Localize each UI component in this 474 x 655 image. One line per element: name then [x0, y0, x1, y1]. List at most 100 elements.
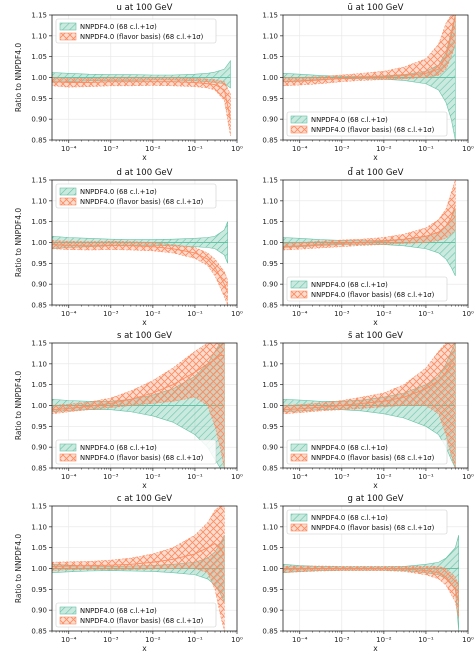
y-tick-label: 0.85 [262, 137, 278, 145]
y-tick-label: 1.00 [262, 565, 278, 573]
plot-area [52, 221, 229, 305]
y-tick-label: 0.90 [262, 281, 278, 289]
y-tick-label: 1.15 [262, 177, 278, 185]
plot-area [52, 343, 225, 468]
y-tick-label: 0.95 [262, 423, 278, 431]
x-tick-label: 10⁻² [145, 636, 161, 644]
x-axis-label: x [373, 318, 378, 327]
series-band-2 [283, 180, 456, 251]
y-tick-label: 0.95 [262, 260, 278, 268]
x-tick-label: 10⁻¹ [187, 473, 203, 481]
legend-label-1: NNPDF4.0 (68 c.l.+1σ) [80, 444, 157, 452]
series-center-2 [283, 204, 456, 248]
panel-6: 10⁻⁴ 10⁻³ 10⁻² 10⁻¹ 10⁰ 0.85 0.90 0.95 1.00 1.05 1… [262, 331, 474, 490]
y-tick-label: 1.05 [262, 544, 278, 552]
y-tick-label: 0.85 [31, 628, 47, 636]
y-tick-label: 1.15 [262, 340, 278, 348]
y-tick-label: 0.85 [31, 137, 47, 145]
series-center-2 [52, 244, 229, 293]
panel-3: 10⁻⁴ 10⁻³ 10⁻² 10⁻¹ 10⁰ 0.85 0.90 0.95 1.00 1.05 1… [14, 168, 243, 327]
y-tick-label: 0.90 [31, 607, 47, 615]
series-band-2 [283, 15, 456, 87]
legend-swatch-2 [59, 197, 77, 206]
series-band-2 [283, 565, 459, 619]
y-tick-label: 1.05 [31, 544, 47, 552]
legend-box [286, 439, 448, 465]
y-tick-label: 1.15 [262, 503, 278, 511]
legend-swatch-1 [290, 280, 308, 289]
legend: NNPDF4.0 (68 c.l.+1σ) NNPDF4.0 (flavor ba… [286, 111, 448, 137]
x-tick-label: 10⁰ [462, 145, 474, 153]
y-tick-label: 1.05 [31, 381, 47, 389]
y-tick-label: 0.95 [31, 260, 47, 268]
panel-title: c at 100 GeV [117, 494, 172, 504]
y-tick-label: 1.15 [31, 177, 47, 185]
legend-label-2: NNPDF4.0 (flavor basis) (68 c.l.+1σ) [80, 454, 204, 462]
y-tick-label: 0.90 [31, 281, 47, 289]
legend-label-1: NNPDF4.0 (68 c.l.+1σ) [311, 444, 388, 452]
series-band-2 [52, 240, 228, 305]
y-tick-label: 1.15 [262, 12, 278, 20]
y-tick-label: 1.00 [262, 74, 278, 82]
x-tick-label: 10⁻⁴ [61, 636, 77, 644]
series-center-2 [283, 363, 456, 411]
x-axis-label: x [142, 644, 147, 653]
series-band-2 [52, 506, 225, 631]
legend: NNPDF4.0 (68 c.l.+1σ) NNPDF4.0 (flavor ba… [286, 509, 448, 535]
x-tick-label: 10⁻⁴ [292, 145, 308, 153]
y-tick-label: 1.10 [31, 360, 47, 368]
legend-label-1: NNPDF4.0 (68 c.l.+1σ) [311, 281, 388, 289]
x-tick-label: 10⁻³ [103, 310, 119, 318]
y-tick-label: 0.85 [262, 465, 278, 473]
series-center-2 [52, 542, 225, 567]
legend-label-1: NNPDF4.0 (68 c.l.+1σ) [80, 607, 157, 615]
panel-title: s̄ at 100 GeV [348, 331, 403, 341]
x-tick-label: 10⁻¹ [418, 636, 434, 644]
y-tick-label: 0.90 [31, 444, 47, 452]
plot-area [283, 15, 456, 140]
series-band-2 [52, 77, 231, 136]
x-tick-label: 10⁻¹ [418, 473, 434, 481]
panel-title: d̄ at 100 GeV [348, 166, 404, 178]
panel-4: 10⁻⁴ 10⁻³ 10⁻² 10⁻¹ 10⁰ 0.85 0.90 0.95 1.00 1.05 1… [262, 166, 474, 327]
x-tick-label: 10⁻¹ [418, 145, 434, 153]
legend-label-1: NNPDF4.0 (68 c.l.+1σ) [311, 514, 388, 522]
y-axis-label: Ratio to NNPDF4.0 [14, 43, 23, 113]
y-tick-label: 0.95 [262, 586, 278, 594]
y-tick-label: 1.10 [262, 197, 278, 205]
x-tick-label: 10⁻² [145, 145, 161, 153]
x-axis-label: x [373, 481, 378, 490]
legend: NNPDF4.0 (68 c.l.+1σ) NNPDF4.0 (flavor ba… [55, 439, 217, 465]
y-tick-label: 0.85 [262, 628, 278, 636]
y-tick-label: 1.15 [31, 503, 47, 511]
x-tick-label: 10⁻⁴ [292, 310, 308, 318]
x-tick-label: 10⁻² [376, 473, 392, 481]
x-tick-label: 10⁰ [231, 145, 243, 153]
y-axis-label: Ratio to NNPDF4.0 [14, 208, 23, 278]
legend-box [286, 509, 448, 535]
panel-8: 10⁻⁴ 10⁻³ 10⁻² 10⁻¹ 10⁰ 0.85 0.90 0.95 1.00 1.05 1… [262, 494, 474, 653]
panel-title: g at 100 GeV [348, 494, 404, 504]
y-tick-label: 0.90 [31, 116, 47, 124]
y-tick-label: 1.05 [262, 53, 278, 61]
legend-label-1: NNPDF4.0 (68 c.l.+1σ) [311, 116, 388, 124]
x-axis-label: x [373, 153, 378, 162]
series-center-2 [283, 15, 456, 83]
plot-area [52, 59, 231, 136]
x-axis-label: x [142, 481, 147, 490]
legend-swatch-2 [290, 523, 308, 532]
x-tick-label: 10⁻³ [103, 636, 119, 644]
legend-box [55, 439, 217, 465]
x-tick-label: 10⁻⁴ [61, 145, 77, 153]
legend: NNPDF4.0 (68 c.l.+1σ) NNPDF4.0 (flavor ba… [55, 183, 217, 209]
y-tick-label: 1.00 [31, 239, 47, 247]
x-tick-label: 10⁻³ [103, 473, 119, 481]
legend: NNPDF4.0 (68 c.l.+1σ) NNPDF4.0 (flavor ba… [286, 276, 448, 302]
legend-swatch-2 [59, 32, 77, 41]
y-tick-label: 1.05 [31, 218, 47, 226]
legend-box [55, 18, 217, 44]
x-tick-label: 10⁻³ [334, 473, 350, 481]
legend: NNPDF4.0 (68 c.l.+1σ) NNPDF4.0 (flavor ba… [286, 439, 448, 465]
legend-swatch-1 [59, 606, 77, 615]
y-tick-label: 1.10 [262, 523, 278, 531]
